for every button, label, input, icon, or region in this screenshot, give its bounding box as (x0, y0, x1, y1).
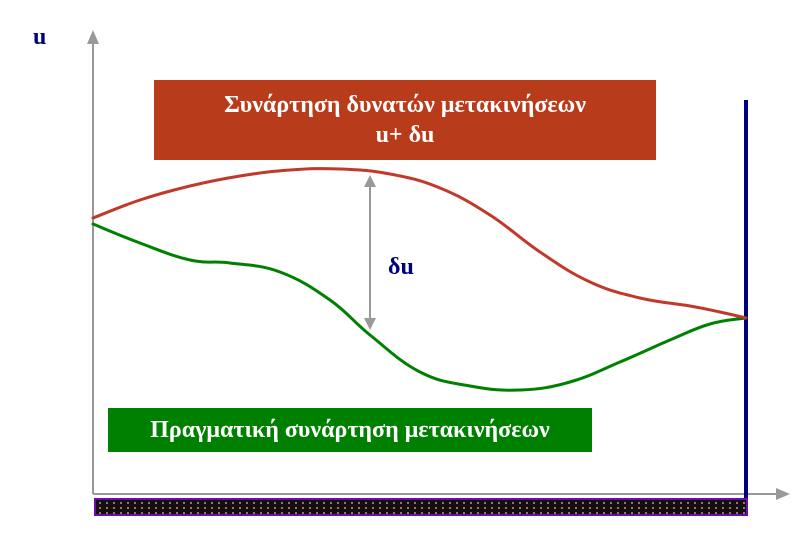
real-box-line1: Πραγματική συνάρτηση μετακινήσεων (150, 415, 549, 445)
virtual-displacement-label-box: Συνάρτηση δυνατών μετακινήσεων u+ δu (154, 80, 656, 160)
virtual-box-line1: Συνάρτηση δυνατών μετακινήσεων (224, 90, 586, 120)
diagram-canvas: u Συνάρτηση δυνατών μετακινήσεων u+ δu Π… (0, 0, 800, 552)
virtual-box-line2: u+ δu (376, 120, 435, 150)
delta-u-label: δu (388, 254, 414, 281)
real-displacement-label-box: Πραγματική συνάρτηση μετακινήσεων (108, 408, 592, 452)
y-axis-label: u (33, 24, 46, 51)
